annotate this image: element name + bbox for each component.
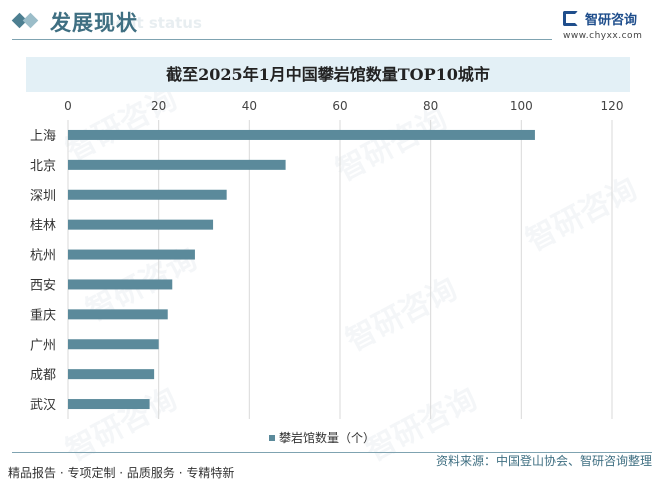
category-label: 成都: [30, 368, 56, 383]
category-label: 重庆: [30, 307, 56, 323]
bar-北京: [68, 159, 286, 170]
bar-重庆: [68, 309, 168, 320]
footer-tagline: 精品报告 · 专项定制 · 品质服务 · 专精特新: [8, 466, 235, 480]
bar-成都: [68, 369, 155, 380]
header-divider: [12, 39, 552, 40]
header: ment status 发展现状 智研咨询 www.chyxx.com: [0, 0, 664, 44]
bar-layer: [68, 129, 535, 410]
category-label: 上海: [30, 129, 56, 144]
category-label: 杭州: [30, 249, 56, 264]
legend-swatch: [269, 435, 275, 441]
category-label: 北京: [30, 159, 56, 174]
x-tick-label: 120: [601, 99, 624, 113]
bar-杭州: [68, 249, 195, 260]
source-note: 资料来源：中国登山协会、智研咨询整理: [435, 454, 652, 468]
bar-武汉: [68, 399, 150, 410]
category-label: 桂林: [30, 219, 56, 234]
logo-icon: [563, 11, 578, 26]
x-tick-label: 0: [64, 99, 72, 113]
footer: 精品报告 · 专项定制 · 品质服务 · 专精特新 资料来源：中国登山协会、智研…: [0, 450, 664, 487]
footer-divider: [12, 452, 652, 453]
bar-深圳: [68, 189, 227, 200]
tick-layer: 0 20 40 60 80 100 120: [64, 99, 623, 113]
diamond-icon: [22, 12, 39, 29]
x-tick-label: 40: [242, 99, 257, 113]
legend: 攀岩馆数量（个）: [269, 430, 375, 445]
x-tick-label: 20: [151, 99, 166, 113]
bar-桂林: [68, 219, 214, 230]
logo-text: 智研咨询: [585, 13, 638, 28]
bar-西安: [68, 279, 173, 290]
section-title: 发展现状: [50, 11, 138, 35]
chart-title-box: 截至2025年1月中国攀岩馆数量TOP10城市: [26, 57, 630, 92]
bar-广州: [68, 339, 159, 350]
logo: 智研咨询 www.chyxx.com: [563, 8, 653, 42]
category-label: 深圳: [30, 189, 56, 204]
category-label: 武汉: [30, 398, 56, 413]
x-tick-label: 80: [423, 99, 438, 113]
logo-url: www.chyxx.com: [563, 31, 643, 41]
chart-title: 截至2025年1月中国攀岩馆数量TOP10城市: [166, 65, 490, 84]
bar-上海: [68, 129, 535, 140]
x-tick-label: 60: [332, 99, 347, 113]
category-label: 西安: [30, 278, 56, 293]
category-label: 广州: [30, 338, 56, 353]
legend-label: 攀岩馆数量（个）: [279, 430, 375, 445]
x-tick-label: 100: [510, 99, 533, 113]
